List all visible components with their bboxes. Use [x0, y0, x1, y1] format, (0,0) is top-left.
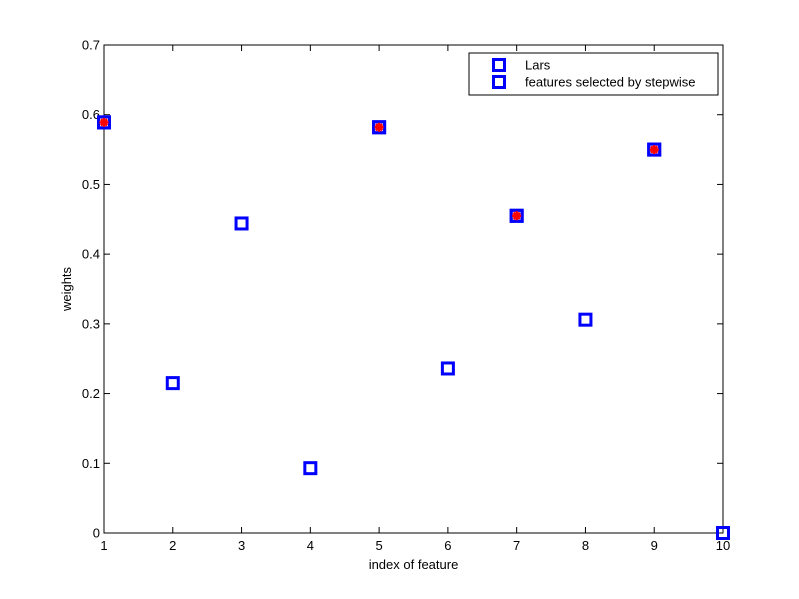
x-tick-label: 7 — [513, 538, 520, 553]
x-tick-label: 8 — [582, 538, 589, 553]
x-axis-label: index of feature — [369, 557, 459, 572]
y-tick-label: 0.1 — [82, 456, 100, 471]
x-tick-label: 10 — [716, 538, 730, 553]
x-tick-label: 2 — [169, 538, 176, 553]
stepwise-square-marker — [97, 115, 111, 130]
x-tick-label: 9 — [651, 538, 658, 553]
stepwise-star-marker — [99, 117, 109, 127]
data-point-stepwise — [97, 115, 111, 130]
y-tick-label: 0.4 — [82, 247, 100, 262]
y-axis: 0 0.1 0.2 0.3 0.4 0.5 0.6 0.7 — [82, 38, 723, 541]
stepwise-square-marker — [372, 120, 387, 135]
legend-marker-lars — [492, 58, 506, 72]
stepwise-star-marker — [374, 122, 384, 132]
data-point-lars — [716, 526, 730, 540]
y-tick-label: 0.5 — [82, 177, 100, 192]
legend: Lars features selected by stepwise — [468, 52, 719, 96]
data-point-stepwise — [647, 142, 662, 157]
legend-marker-stepwise — [492, 75, 506, 89]
data-point-stepwise — [509, 208, 524, 223]
stepwise-star-marker — [649, 145, 659, 155]
y-tick-label: 0 — [93, 526, 100, 541]
y-tick-label: 0.3 — [82, 316, 100, 331]
series-stepwise — [97, 115, 662, 223]
legend-entry-stepwise: features selected by stepwise — [525, 75, 696, 90]
y-tick-label: 0.6 — [82, 107, 100, 122]
data-point-lars — [303, 461, 318, 476]
legend-box — [468, 52, 719, 96]
y-tick-label: 0.7 — [82, 38, 100, 53]
data-point-stepwise — [372, 120, 387, 135]
x-axis: 1 2 3 4 5 6 7 8 9 10 — [100, 45, 730, 553]
y-axis-label: weights — [59, 266, 74, 312]
data-point-lars — [578, 312, 593, 327]
legend-entry-lars: Lars — [525, 58, 551, 73]
plot-area — [103, 44, 724, 534]
data-point-lars — [440, 361, 455, 376]
data-point-lars — [165, 376, 180, 391]
data-point-lars — [234, 216, 249, 231]
x-tick-label: 1 — [100, 538, 107, 553]
stepwise-star-marker — [512, 211, 522, 221]
stepwise-square-marker — [647, 142, 662, 157]
x-tick-label: 3 — [238, 538, 245, 553]
x-tick-label: 5 — [375, 538, 382, 553]
x-tick-label: 4 — [307, 538, 314, 553]
y-tick-label: 0.2 — [82, 386, 100, 401]
x-tick-label: 6 — [444, 538, 451, 553]
stepwise-square-marker — [509, 208, 524, 223]
